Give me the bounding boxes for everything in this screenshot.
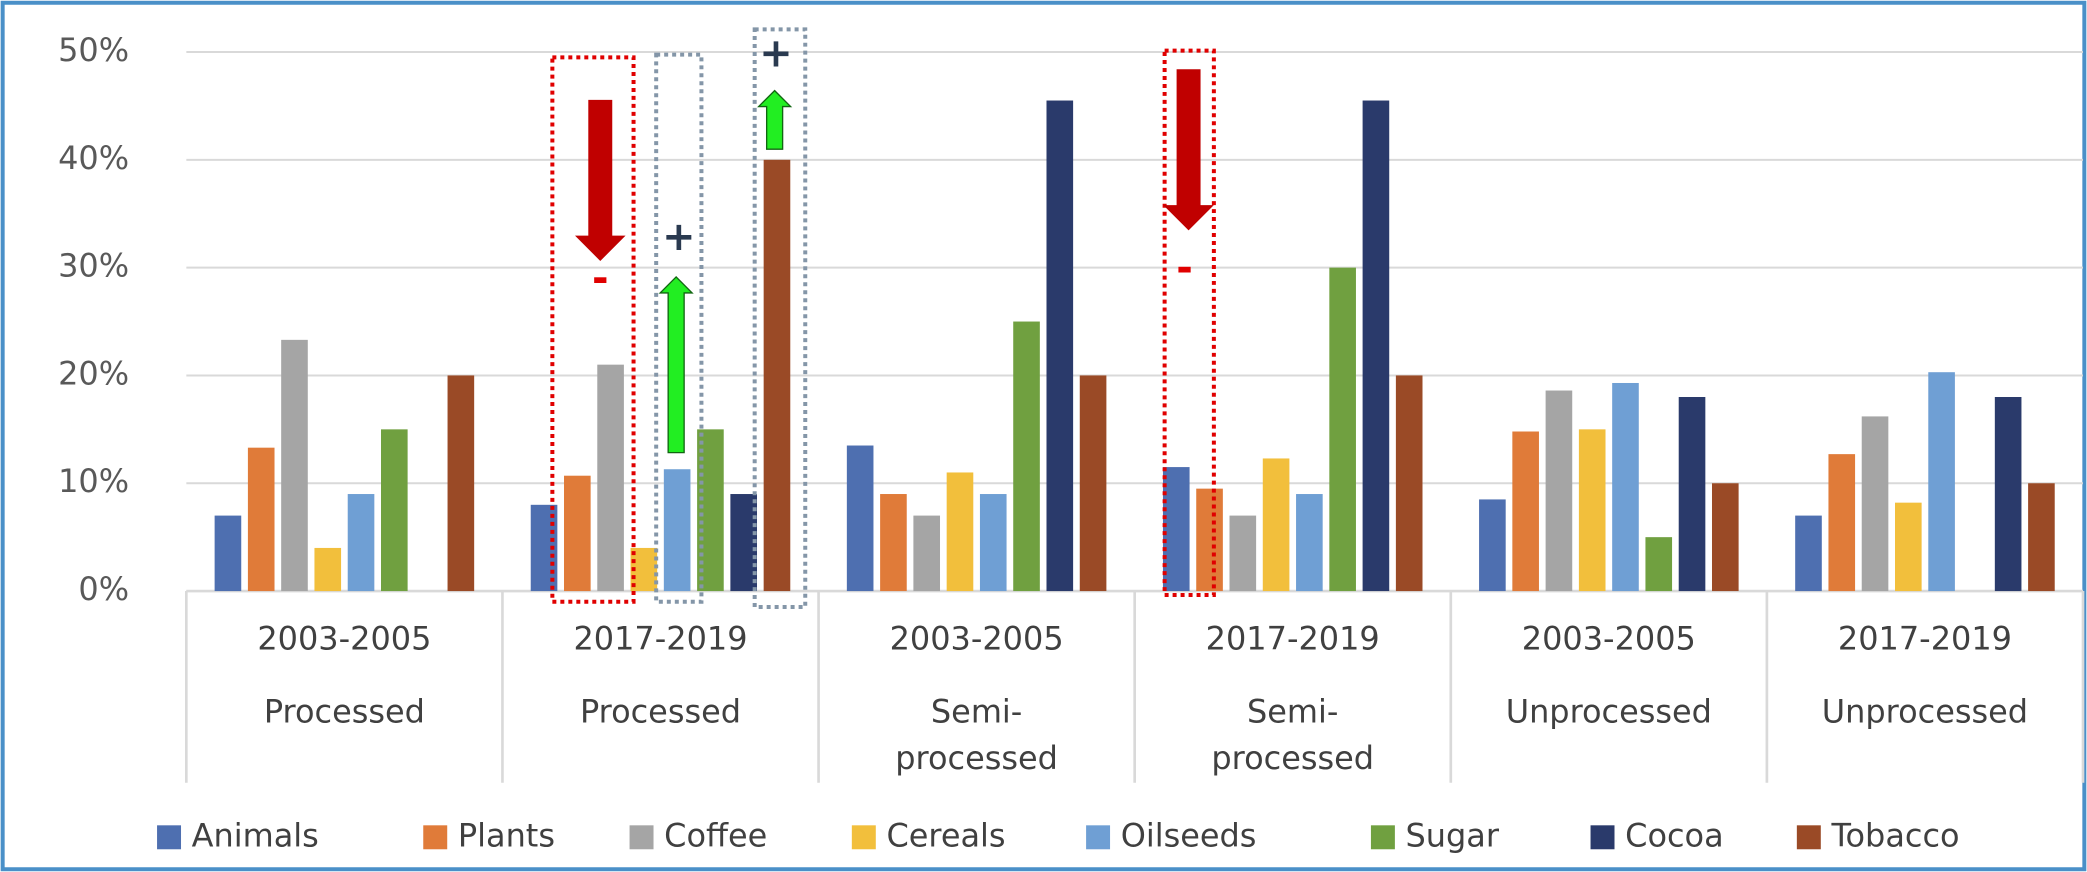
x-tick-label: 2003-2005 [1522, 619, 1696, 657]
legend-label: Plants [458, 816, 555, 854]
y-tick-label: 0% [78, 570, 129, 608]
x-tick-label: 2003-2005 [890, 619, 1064, 657]
legend-swatch [1590, 825, 1615, 850]
x-group-label: Semi-processed [1211, 693, 1374, 778]
bar [1861, 416, 1889, 592]
bar [1013, 321, 1040, 592]
bar [1994, 397, 2022, 592]
bar [1711, 483, 1739, 592]
x-tick-label: 2017-2019 [573, 619, 747, 657]
legend-swatch [1086, 825, 1111, 850]
legend-swatch [157, 825, 182, 850]
arrow-up [658, 276, 694, 454]
y-tick-label: 50% [58, 31, 129, 69]
arrow-down [1163, 69, 1214, 231]
x-tick-label: 2003-2005 [257, 619, 431, 657]
bar [564, 475, 591, 592]
annotation-sign: - [592, 255, 609, 301]
x-group-label: Semi-processed [895, 693, 1058, 778]
bar [913, 515, 941, 592]
bar [281, 339, 308, 592]
bar [763, 159, 791, 592]
y-tick-label: 30% [58, 247, 129, 285]
highlight-box [654, 52, 704, 604]
bar [347, 494, 375, 592]
bar [1362, 100, 1390, 592]
legend-label: Oilseeds [1121, 816, 1257, 854]
bar [1046, 100, 1074, 592]
bar [447, 375, 475, 592]
bar [2028, 483, 2055, 592]
bar [1329, 267, 1356, 592]
annotation-sign: + [759, 31, 792, 77]
bar [214, 515, 242, 592]
bar [697, 429, 724, 592]
bar [1512, 431, 1539, 592]
bar [1079, 375, 1107, 592]
legend-label: Sugar [1406, 816, 1500, 854]
bar [247, 447, 275, 592]
annotation-sign: + [662, 214, 695, 260]
bar [1296, 494, 1323, 592]
bar [1196, 488, 1223, 592]
x-group-label: Processed [264, 693, 425, 731]
bar [1545, 390, 1573, 592]
legend-swatch [851, 825, 876, 850]
highlight-box [1162, 48, 1216, 598]
bar [1795, 515, 1822, 592]
x-tick-label: 2017-2019 [1838, 619, 2012, 657]
bar [1262, 458, 1290, 592]
legend-swatch [1796, 825, 1821, 850]
arrow-up [757, 89, 793, 150]
bar [979, 494, 1007, 592]
bar [846, 445, 874, 592]
arrow-down [574, 99, 626, 261]
bar [1612, 382, 1639, 592]
bar [880, 494, 907, 592]
bar [1395, 375, 1423, 592]
x-group-label: Unprocessed [1506, 693, 1712, 731]
bar [1162, 467, 1190, 592]
bar [730, 494, 758, 592]
bar [1645, 537, 1673, 592]
bar [663, 469, 691, 592]
bar [1928, 372, 1955, 592]
legend-swatch [629, 825, 654, 850]
y-tick-label: 10% [58, 462, 129, 500]
legend-label: Tobacco [1830, 816, 1959, 854]
legend-swatch [1370, 825, 1395, 850]
bar [1828, 454, 1856, 592]
bar [1479, 499, 1506, 592]
bar [1229, 515, 1257, 592]
bar [314, 547, 342, 592]
y-tick-label: 40% [58, 139, 129, 177]
bar [597, 364, 624, 592]
annotations: - + + - [550, 27, 1216, 610]
legend-label: Cocoa [1625, 816, 1724, 854]
annotation-sign: - [1176, 245, 1193, 291]
x-tick-label: 2017-2019 [1206, 619, 1380, 657]
y-tick-label: 20% [58, 354, 129, 392]
bar [380, 429, 408, 592]
legend-label: Cereals [886, 816, 1005, 854]
legend-label: Animals [192, 816, 319, 854]
bar [1578, 429, 1606, 592]
x-group-label: Unprocessed [1822, 693, 2028, 731]
highlight-box [550, 55, 636, 604]
bar [946, 472, 974, 592]
x-group-label: Processed [580, 693, 741, 731]
legend-label: Coffee [664, 816, 767, 854]
bar [1678, 397, 1706, 592]
bar [1895, 502, 1922, 592]
legend-swatch [423, 825, 448, 850]
highlight-box [752, 27, 808, 610]
